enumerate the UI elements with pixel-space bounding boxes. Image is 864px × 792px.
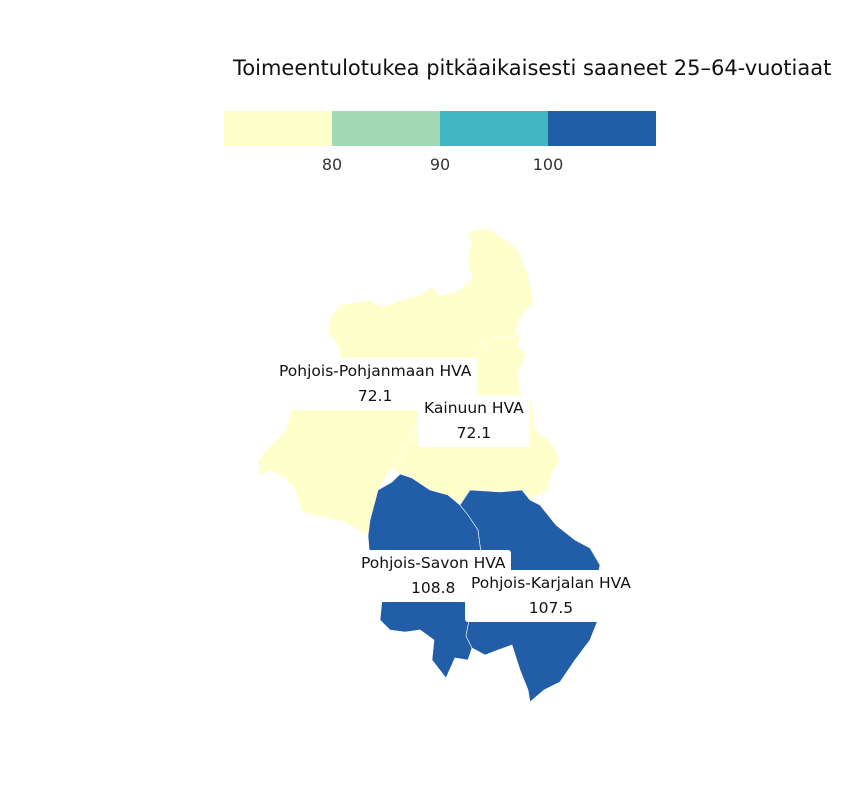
legend-bin-1 xyxy=(224,111,332,146)
map-title: Toimeentulotukea pitkäaikaisesti saaneet… xyxy=(233,56,832,80)
legend-bin-4 xyxy=(548,111,656,146)
region-label-pohjois-karjala: Pohjois-Karjalan HVA 107.5 xyxy=(465,570,637,622)
region-value: 72.1 xyxy=(456,424,492,442)
legend-bar xyxy=(224,111,656,146)
legend-bin-2 xyxy=(332,111,440,146)
legend-tick-100: 100 xyxy=(532,155,564,174)
legend-bin-3 xyxy=(440,111,548,146)
region-name: Pohjois-Karjalan HVA xyxy=(471,574,631,592)
region-name: Pohjois-Savon HVA xyxy=(361,554,506,572)
region-value: 107.5 xyxy=(528,599,574,617)
color-legend: 80 90 100 xyxy=(224,111,656,174)
region-label-kainuu: Kainuun HVA 72.1 xyxy=(418,395,530,447)
legend-tick-80: 80 xyxy=(321,155,343,174)
region-value: 72.1 xyxy=(357,387,393,405)
region-name: Kainuun HVA xyxy=(424,399,524,417)
region-name: Pohjois-Pohjanmaan HVA xyxy=(279,362,472,380)
region-value: 108.8 xyxy=(411,579,456,597)
legend-tick-90: 90 xyxy=(429,155,451,174)
